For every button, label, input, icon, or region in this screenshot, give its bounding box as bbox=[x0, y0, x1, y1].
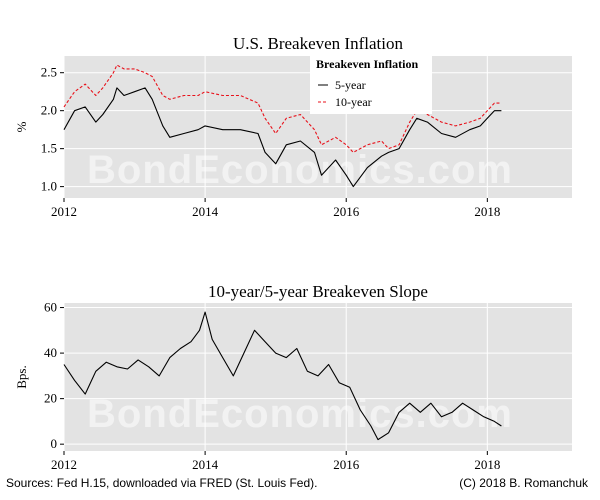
bottom-y-axis-label: Bps. bbox=[14, 365, 29, 388]
top-chart-title: U.S. Breakeven Inflation bbox=[233, 34, 403, 53]
top-x-tick-label: 2012 bbox=[51, 204, 77, 219]
bottom-x-tick-label: 2014 bbox=[192, 457, 219, 472]
top-x-tick-label: 2014 bbox=[192, 204, 219, 219]
legend-label-5-year: 5-year bbox=[335, 78, 366, 92]
legend: Breakeven Inflation 5-year 10-year bbox=[310, 52, 432, 114]
top-x-tick-label: 2018 bbox=[474, 204, 500, 219]
legend-label-10-year: 10-year bbox=[335, 95, 372, 109]
top-series-10-year-line bbox=[63, 64, 502, 153]
footer-copyright: (C) 2018 B. Romanchuk bbox=[459, 476, 588, 490]
legend-title: Breakeven Inflation bbox=[316, 57, 418, 71]
bottom-series-lines bbox=[63, 311, 502, 441]
bottom-x-tick-label: 2012 bbox=[51, 457, 77, 472]
bottom-series-10-year-minus-5-year-line bbox=[63, 311, 502, 441]
footer-source: Sources: Fed H.15, downloaded via FRED (… bbox=[6, 476, 318, 490]
top-series-lines bbox=[63, 64, 502, 188]
top-y-tick-label: 2.5 bbox=[41, 65, 57, 80]
top-y-tick-label: 1.0 bbox=[41, 179, 57, 194]
bottom-x-tick-label: 2016 bbox=[333, 457, 360, 472]
top-watermark: BondEconomics.com bbox=[87, 148, 513, 192]
bottom-gridlines bbox=[63, 303, 572, 451]
top-y-tick-label: 1.5 bbox=[41, 141, 57, 156]
bottom-x-tick-label: 2018 bbox=[474, 457, 500, 472]
bottom-chart: BondEconomics.com 10-year/5-year Breakev… bbox=[14, 282, 572, 472]
top-x-tick-label: 2016 bbox=[333, 204, 360, 219]
bottom-x-tick-labels: 2012 2014 2016 2018 bbox=[51, 451, 500, 472]
top-series-5-year-line bbox=[63, 87, 502, 188]
bottom-chart-title: 10-year/5-year Breakeven Slope bbox=[208, 282, 428, 301]
bottom-watermark: BondEconomics.com bbox=[87, 392, 513, 436]
bottom-y-tick-label: 20 bbox=[44, 391, 57, 406]
legend-box bbox=[310, 52, 432, 114]
bottom-y-tick-labels: 0 20 40 60 bbox=[44, 300, 64, 451]
bottom-y-tick-label: 0 bbox=[51, 436, 58, 451]
top-y-tick-label: 2.0 bbox=[41, 103, 57, 118]
top-y-axis-label: % bbox=[14, 121, 29, 132]
bottom-y-tick-label: 60 bbox=[44, 300, 57, 315]
top-chart: BondEconomics.com U.S. Breakeven Inflati… bbox=[14, 34, 572, 219]
top-y-tick-labels: 1.0 1.5 2.0 2.5 bbox=[41, 65, 64, 194]
top-x-tick-labels: 2012 2014 2016 2018 bbox=[51, 198, 500, 219]
bottom-y-tick-label: 40 bbox=[44, 345, 57, 360]
